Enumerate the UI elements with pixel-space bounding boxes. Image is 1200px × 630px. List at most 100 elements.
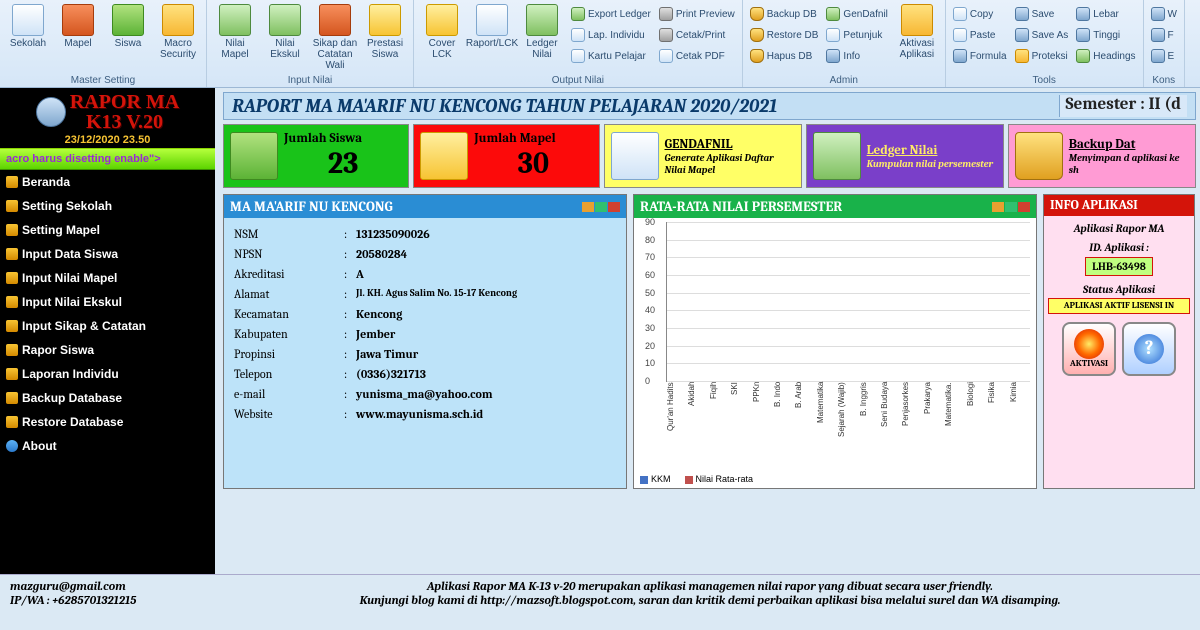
footer: mazguru@gmail.com IP/WA : +6285701321215…	[0, 574, 1200, 630]
card-mapel-title: Jumlah Mapel	[474, 131, 592, 146]
cetak-pdf-button[interactable]: Cetak PDF	[656, 46, 738, 66]
backup-icon	[1015, 132, 1063, 180]
help-button[interactable]: ?	[1122, 322, 1176, 376]
nav-about[interactable]: About	[0, 434, 215, 458]
nav-setting-mapel[interactable]: Setting Mapel	[0, 218, 215, 242]
nilai-ekskul-icon	[269, 4, 301, 36]
aktivasi-button[interactable]: Aktivasi Aplikasi	[893, 2, 941, 74]
chart-body: 0102030405060708090 Qur'an HaditsAkidahF…	[634, 218, 1036, 488]
nav-beranda[interactable]: Beranda	[0, 170, 215, 194]
macro-icon	[162, 4, 194, 36]
card-ledger-sub: Kumpulan nilai persemester	[867, 158, 997, 170]
sidebar: RAPOR MA K13 V.20 23/12/2020 23.50 acro …	[0, 88, 215, 574]
f-button[interactable]: F	[1148, 25, 1180, 45]
nav-input-nilai-mapel[interactable]: Input Nilai Mapel	[0, 266, 215, 290]
ledger-icon	[526, 4, 558, 36]
gendafnil-icon	[611, 132, 659, 180]
chart-xlabels: Qur'an HaditsAkidahFiqihSKIPPKnB. IndoB.…	[666, 382, 1030, 452]
headings-button[interactable]: Headings	[1073, 46, 1138, 66]
macro-button[interactable]: Macro Security	[154, 2, 202, 74]
hapus-db-button[interactable]: Hapus DB	[747, 46, 822, 66]
nilai-mapel-button[interactable]: Nilai Mapel	[211, 2, 259, 74]
macro-warning: acro harus disetting enable">	[0, 148, 215, 170]
print-preview-button[interactable]: Print Preview	[656, 4, 738, 24]
restore-db-button[interactable]: Restore DB	[747, 25, 822, 45]
raport-lck-button[interactable]: Raport/LCK	[468, 2, 516, 74]
paste-button[interactable]: Paste	[950, 25, 1010, 45]
w-button[interactable]: W	[1148, 4, 1180, 24]
main-area: RAPOR MA K13 V.20 23/12/2020 23.50 acro …	[0, 88, 1200, 574]
panel-school-header: MA MA'ARIF NU KENCONG	[224, 195, 626, 218]
card-mapel[interactable]: Jumlah Mapel 30	[413, 124, 599, 188]
save-as-button[interactable]: Save As	[1012, 25, 1072, 45]
nav-rapor-siswa[interactable]: Rapor Siswa	[0, 338, 215, 362]
nav-input-data-siswa[interactable]: Input Data Siswa	[0, 242, 215, 266]
ribbon-group-label: Admin	[747, 74, 941, 87]
content: RAPORT MA MA'ARIF NU KENCONG TAHUN PELAJ…	[215, 88, 1200, 574]
app-id-label: ID. Aplikasi :	[1048, 241, 1190, 254]
raport-lck-icon	[476, 4, 508, 36]
e-button[interactable]: E	[1148, 46, 1180, 66]
sikap-button[interactable]: Sikap dan Catatan Wali	[311, 2, 359, 74]
nilai-ekskul-button[interactable]: Nilai Ekskul	[261, 2, 309, 74]
save-button[interactable]: Save	[1012, 4, 1072, 24]
footer-line2: Kunjungi blog kami di http://mazsoft.blo…	[230, 593, 1190, 607]
app-status: APLIKASI AKTIF LISENSI IN	[1048, 298, 1190, 314]
nav-laporan-individu[interactable]: Laporan Individu	[0, 362, 215, 386]
gendafnil-button[interactable]: GenDafnil	[823, 4, 890, 24]
tinggi-button[interactable]: Tinggi	[1073, 25, 1138, 45]
brand-date: 23/12/2020 23.50	[0, 134, 215, 146]
nav-input-nilai-ekskul[interactable]: Input Nilai Ekskul	[0, 290, 215, 314]
page-title: RAPORT MA MA'ARIF NU KENCONG TAHUN PELAJ…	[232, 95, 1059, 117]
window-buttons-icon	[992, 202, 1030, 212]
summary-cards: Jumlah Siswa 23 Jumlah Mapel 30 GENDAFNI…	[223, 124, 1196, 188]
info-row: Alamat:Jl. KH. Agus Salim No. 15-17 Kenc…	[234, 284, 616, 304]
panel-app-header: INFO APLIKASI	[1044, 195, 1194, 216]
card-siswa-title: Jumlah Siswa	[284, 131, 402, 146]
nav-input-sikap-catatan[interactable]: Input Sikap & Catatan	[0, 314, 215, 338]
card-gendafnil-title: GENDAFNIL	[665, 137, 795, 152]
lebar-button[interactable]: Lebar	[1073, 4, 1138, 24]
xlabel: B. Indo	[773, 382, 794, 452]
prestasi-button[interactable]: Prestasi Siswa	[361, 2, 409, 74]
siswa-icon	[112, 4, 144, 36]
nav-restore-database[interactable]: Restore Database	[0, 410, 215, 434]
brand-title-1: RAPOR MA	[70, 92, 179, 112]
card-ledger[interactable]: Ledger Nilai Kumpulan nilai persemester	[806, 124, 1004, 188]
subjects-icon	[420, 132, 468, 180]
proteksi-button[interactable]: Proteksi	[1012, 46, 1072, 66]
app-info-body: Aplikasi Rapor MA ID. Aplikasi : LHB-634…	[1044, 216, 1194, 382]
aktivasi-button[interactable]: AKTIVASI	[1062, 322, 1116, 376]
card-gendafnil[interactable]: GENDAFNIL Generate Aplikasi Daftar Nilai…	[604, 124, 802, 188]
petunjuk-button[interactable]: Petunjuk	[823, 25, 890, 45]
xlabel: Matematika	[816, 382, 837, 452]
sekolah-button[interactable]: Sekolah	[4, 2, 52, 74]
copy-button[interactable]: Copy	[950, 4, 1010, 24]
export-ledger-button[interactable]: Export Ledger	[568, 4, 654, 24]
info-row: e-mail:yunisma_ma@yahoo.com	[234, 384, 616, 404]
cover-lck-button[interactable]: Cover LCK	[418, 2, 466, 74]
panel-school-info: MA MA'ARIF NU KENCONG NSM:131235090026NP…	[223, 194, 627, 489]
panels: MA MA'ARIF NU KENCONG NSM:131235090026NP…	[223, 194, 1196, 489]
lap-individu-button[interactable]: Lap. Individu	[568, 25, 654, 45]
card-gendafnil-sub: Generate Aplikasi Daftar Nilai Mapel	[665, 152, 795, 176]
info-row: NPSN:20580284	[234, 244, 616, 264]
info-button[interactable]: Info	[823, 46, 890, 66]
card-backup-title: Backup Dat	[1069, 137, 1189, 152]
ledger-button[interactable]: Ledger Nilai	[518, 2, 566, 74]
nav-backup-database[interactable]: Backup Database	[0, 386, 215, 410]
formula-button[interactable]: Formula	[950, 46, 1010, 66]
app-id: LHB-63498	[1085, 257, 1153, 276]
backup-db-button[interactable]: Backup DB	[747, 4, 822, 24]
cetak-print-button[interactable]: Cetak/Print	[656, 25, 738, 45]
xlabel: Prakarya	[923, 382, 944, 452]
siswa-button[interactable]: Siswa	[104, 2, 152, 74]
xlabel: Kimia	[1009, 382, 1030, 452]
nav-setting-sekolah[interactable]: Setting Sekolah	[0, 194, 215, 218]
xlabel: Sejarah (Wajib)	[837, 382, 858, 452]
card-siswa[interactable]: Jumlah Siswa 23	[223, 124, 409, 188]
chart-legend: KKM Nilai Rata-rata	[640, 474, 753, 484]
card-backup[interactable]: Backup Dat Menyimpan d aplikasi ke sh	[1008, 124, 1196, 188]
kartu-pelajar-button[interactable]: Kartu Pelajar	[568, 46, 654, 66]
mapel-button[interactable]: Mapel	[54, 2, 102, 74]
